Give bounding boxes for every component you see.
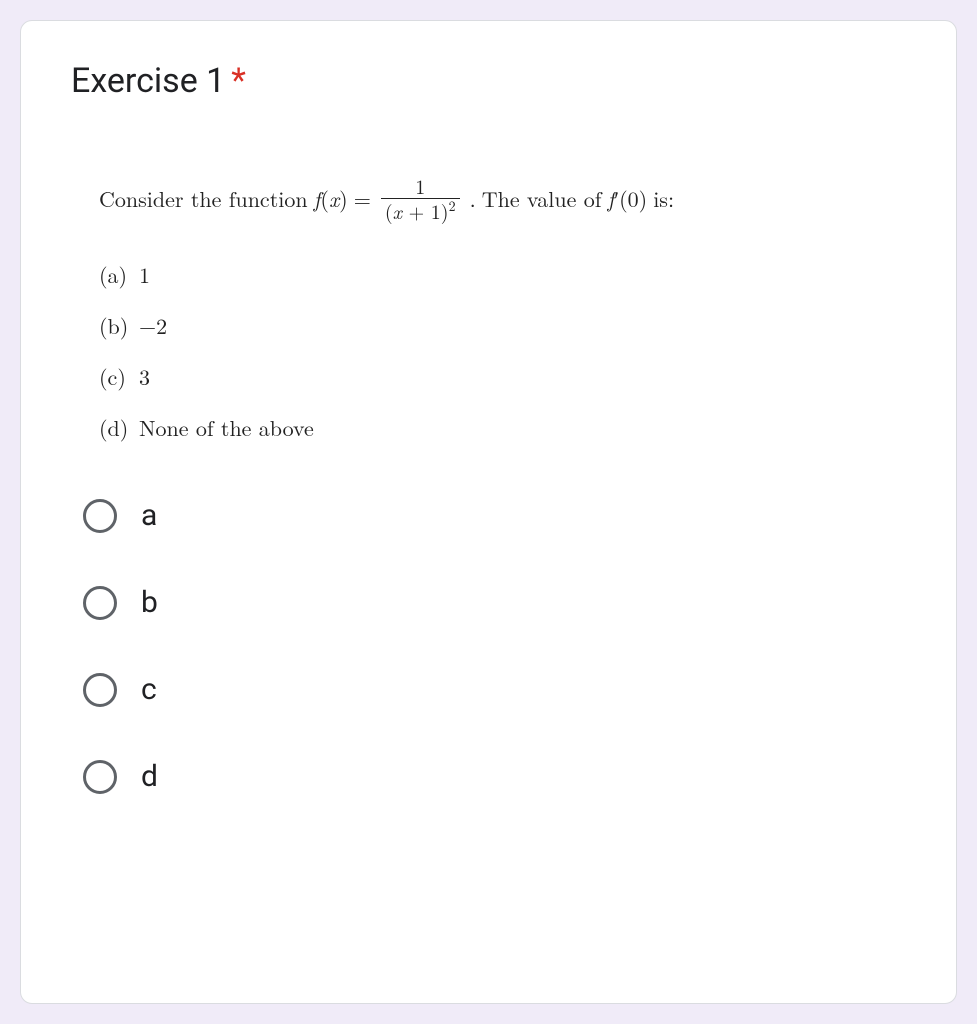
fx-f: f [314,183,321,214]
answer-text: 3 [139,361,150,392]
stmt-suffix2: is: [653,183,674,214]
radio-option-a[interactable]: a [83,498,906,533]
question-title-row: Exercise 1 * [71,61,906,101]
frac-den: (x + 1)2 [381,198,460,221]
stmt-fx: f(x) [314,183,348,214]
den-var: x [393,196,402,225]
answer-b: (b) −2 [99,310,906,341]
den-plus: + 1) [402,196,449,225]
frac-num: 1 [411,176,429,198]
radio-label: a [141,498,157,533]
answers-list: (a) 1 (b) −2 (c) 3 (d) None of the above [99,259,906,443]
radio-icon [83,673,117,707]
fprime-arg: (0) [619,183,647,214]
answer-a: (a) 1 [99,259,906,290]
radio-option-b[interactable]: b [83,585,906,620]
radio-icon [83,760,117,794]
required-marker: * [231,61,246,101]
question-card: Exercise 1 * Consider the function f(x) … [20,20,957,1004]
den-exp: 2 [449,196,456,216]
question-title: Exercise 1 [71,61,225,101]
radio-label: d [141,759,158,794]
stmt-period: . [470,183,476,214]
answer-letter: (a) [99,259,129,290]
radio-icon [83,499,117,533]
answer-letter: (b) [99,310,129,341]
radio-option-d[interactable]: d [83,759,906,794]
den-left: ( [385,196,393,225]
radio-icon [83,586,117,620]
answer-d: (d) None of the above [99,412,906,443]
fx-var: x [329,183,339,214]
stmt-prefix: Consider the function [99,183,308,214]
answer-text: −2 [139,310,167,341]
radio-label: c [141,672,157,707]
problem-statement: Consider the function f(x) = 1 (x + 1)2 … [99,176,906,221]
radio-group: a b c d [83,498,906,794]
fraction: 1 (x + 1)2 [381,176,460,221]
answer-text: None of the above [139,412,314,443]
radio-label: b [141,585,158,620]
stmt-fprime: f′(0) [607,183,647,214]
stmt-suffix1: The value of [482,183,602,214]
answer-letter: (c) [99,361,129,392]
answer-text: 1 [139,259,150,290]
answer-c: (c) 3 [99,361,906,392]
problem-block: Consider the function f(x) = 1 (x + 1)2 … [99,176,906,443]
radio-option-c[interactable]: c [83,672,906,707]
stmt-eq: = [354,183,371,214]
answer-letter: (d) [99,412,129,443]
